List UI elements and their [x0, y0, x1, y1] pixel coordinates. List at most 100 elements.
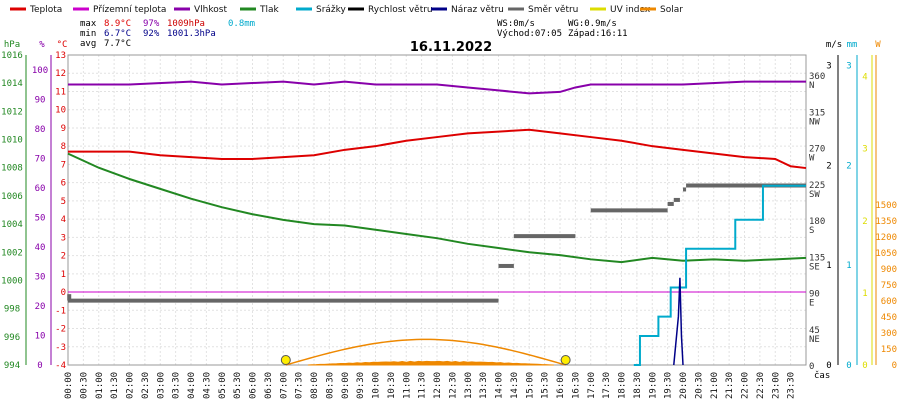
- axis-x-tick: 12:30: [448, 372, 458, 399]
- chart-title: 16.11.2022: [410, 40, 492, 55]
- stats-max-temp: 8.9°C: [104, 19, 131, 29]
- axis-x-tick: 23:30: [787, 372, 797, 399]
- axis-x-tick: 21:30: [725, 372, 735, 399]
- axis-x-tick: 17:30: [602, 372, 612, 399]
- axis-x-tick: 13:00: [464, 372, 474, 399]
- axis-temp-tick: 8: [61, 142, 66, 152]
- stats-block: max 8.9°C 97% 1009hPa 0.8mm min 6.7°C 92…: [80, 19, 628, 49]
- stats-avg-temp: 7.7°C: [104, 39, 131, 49]
- axis-dir-label: N: [809, 81, 814, 91]
- axis-pct-tick: 50: [35, 213, 46, 223]
- stats-max-press: 1009hPa: [167, 19, 205, 29]
- stats-max-rain: 0.8mm: [228, 19, 255, 29]
- sunrise-marker: [280, 355, 291, 365]
- axis-dir-label: S: [809, 226, 814, 236]
- axis-hpa-tick: 994: [4, 361, 20, 371]
- axis-x-tick: 10:00: [372, 372, 382, 399]
- legend-label-0: Teplota: [29, 5, 62, 15]
- stats-min-temp: 6.7°C: [104, 29, 131, 39]
- solar-theoretical-line: [285, 338, 566, 366]
- stats-sunrise: Východ:07:05: [497, 29, 562, 39]
- axis-w-tick: 1050: [875, 249, 897, 259]
- axis-w-tick: 900: [881, 265, 897, 275]
- axis-unit-temp: °C: [57, 40, 68, 50]
- axis-x-tick: 03:30: [172, 372, 182, 399]
- axis-pct-tick: 100: [32, 66, 48, 76]
- axis-x-tick: 18:30: [633, 372, 643, 399]
- axis-pct-tick: 90: [35, 95, 46, 105]
- axis-hpa-tick: 996: [4, 333, 20, 343]
- axis-temp-tick: 0: [61, 288, 66, 298]
- axis-dir-tick: 90: [809, 290, 820, 300]
- axis-x-tick: 22:30: [756, 372, 766, 399]
- axis-unit-ms: m/s: [826, 40, 842, 50]
- stats-min-hum: 92%: [143, 29, 160, 39]
- axis-temp-tick: -3: [55, 343, 66, 353]
- axis-x-tick: 04:00: [187, 372, 197, 399]
- axis-x-tick: 22:00: [741, 372, 751, 399]
- axis-w-tick: 300: [881, 329, 897, 339]
- axis-x-tick: 13:30: [479, 372, 489, 399]
- axis-pct-tick: 10: [35, 331, 46, 341]
- axis-x-tick: 09:30: [356, 372, 366, 399]
- axis-x-tick: 08:00: [310, 372, 320, 399]
- axis-temp-tick: 9: [61, 124, 66, 134]
- axis-temp-tick: 4: [61, 215, 66, 225]
- axis-unit-w: W: [875, 40, 881, 50]
- axis-temp-tick: 6: [61, 179, 66, 189]
- axis-unit-hpa: hPa: [4, 40, 20, 50]
- axis-dir-label: E: [809, 299, 814, 309]
- axis-temp-tick: 10: [55, 106, 66, 116]
- axis-ms-tick: 0: [826, 361, 831, 371]
- axis-pct-tick: 60: [35, 184, 46, 194]
- axis-hpa-tick: 1004: [1, 220, 23, 230]
- stats-sunset: Západ:16:11: [568, 29, 628, 39]
- axis-unit-pct: %: [39, 40, 45, 50]
- legend-label-8: UV index: [610, 5, 651, 15]
- legend-label-1: Přízemní teplota: [93, 5, 166, 15]
- axis-w-tick: 750: [881, 281, 897, 291]
- stats-wg: WG:0.9m/s: [568, 19, 617, 29]
- sunset-marker: [560, 355, 571, 365]
- axis-pct-tick: 70: [35, 154, 46, 164]
- axis-x-tick: 18:00: [618, 372, 628, 399]
- axis-ms-tick: 3: [826, 62, 831, 72]
- axis-w-tick: 450: [881, 313, 897, 323]
- axis-x-tick: 16:00: [556, 372, 566, 399]
- rain-line: [633, 184, 806, 366]
- legend: Teplota Přízemní teplota Vlhkost Tlak Srážky…: [10, 5, 683, 15]
- axis-w-tick: 150: [881, 345, 897, 355]
- axis-x-tick: 06:00: [249, 372, 259, 399]
- stats-min-label: min: [80, 29, 96, 39]
- axis-dir-label: NW: [809, 117, 820, 127]
- axis-dir-label: W: [809, 154, 815, 164]
- axis-hpa-tick: 1008: [1, 164, 23, 174]
- legend-label-7: Směr větru: [528, 5, 578, 15]
- axis-unit-mm: mm: [847, 40, 858, 50]
- axis-w-tick: 600: [881, 297, 897, 307]
- axis-hpa-tick: 1010: [1, 136, 23, 146]
- axis-dir-tick: 0: [809, 362, 814, 372]
- axis-temp-tick: 13: [55, 51, 66, 61]
- axis-x-tick: 07:00: [279, 372, 289, 399]
- axis-hpa-tick: 1000: [1, 276, 23, 286]
- axis-x-tick: 15:30: [541, 372, 551, 399]
- plot-frame: [67, 54, 807, 366]
- axis-x-tick: 19:00: [648, 372, 658, 399]
- axis-x-tick: 02:30: [141, 372, 151, 399]
- axis-uv-tick: 2: [862, 217, 867, 227]
- humidity-line: [68, 80, 806, 95]
- axis-x-tick: 05:00: [218, 372, 228, 399]
- gust-line: [673, 277, 684, 366]
- axis-ms-tick: 1: [826, 261, 831, 271]
- axis-pct-tick: 0: [37, 361, 42, 371]
- axis-mm-tick: 0: [846, 361, 851, 371]
- axis-x-tick: 23:00: [771, 372, 781, 399]
- axis-x-tick: 06:30: [264, 372, 274, 399]
- axis-uv-tick: 3: [862, 145, 867, 155]
- axis-dir-label: NE: [809, 335, 820, 345]
- axis-temp-tick: 1: [61, 270, 66, 280]
- axis-x-tick: 21:00: [710, 372, 720, 399]
- axis-w-tick: 1350: [875, 217, 897, 227]
